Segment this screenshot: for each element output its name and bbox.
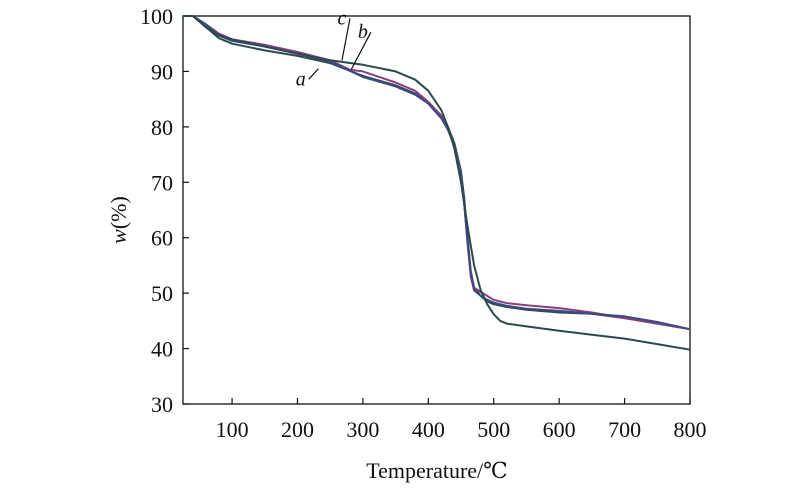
annotation-label-a: a (296, 68, 306, 90)
y-tick-label: 60 (151, 226, 173, 251)
series-layer (183, 15, 691, 351)
y-tick-label: 40 (151, 337, 173, 362)
y-tick-label: 30 (151, 392, 173, 417)
plot-frame (182, 15, 691, 405)
y-axis-title-unit: (%) (106, 196, 131, 229)
y-axis-title-italic: w (106, 229, 131, 244)
x-tick-label: 500 (477, 417, 510, 442)
annotation-leader-a (308, 68, 319, 80)
annotation-leader-c (341, 18, 351, 61)
series-line-3 (183, 15, 691, 331)
series-line-1 (183, 15, 691, 331)
annotation-layer: a bc (296, 7, 372, 90)
y-axis-title: w(%) (106, 196, 131, 244)
y-tick-label: 80 (151, 115, 173, 140)
y-tick-label: 90 (151, 59, 173, 84)
x-tick-label: 400 (412, 417, 445, 442)
series-line-2 (183, 15, 691, 331)
y-tick-label: 100 (140, 4, 173, 29)
annotation-leader-b (350, 31, 372, 71)
series-line-4 (183, 15, 691, 351)
y-tick-label: 70 (151, 170, 173, 195)
x-tick-label: 200 (281, 417, 314, 442)
x-tick-label: 600 (543, 417, 576, 442)
y-tick-label: 50 (151, 281, 173, 306)
x-tick-label: 800 (674, 417, 707, 442)
x-axis-title: Temperature/℃ (366, 458, 508, 483)
annotation-label-b: b (358, 21, 368, 43)
x-tick-label: 700 (608, 417, 641, 442)
x-tick-label: 300 (346, 417, 379, 442)
axes-layer: 100 200 300 400 500 600 700 800 30 40 50 60 70 80 90 10… (140, 4, 707, 442)
annotation-label-c: c (338, 7, 347, 29)
x-tick-label: 100 (216, 417, 249, 442)
